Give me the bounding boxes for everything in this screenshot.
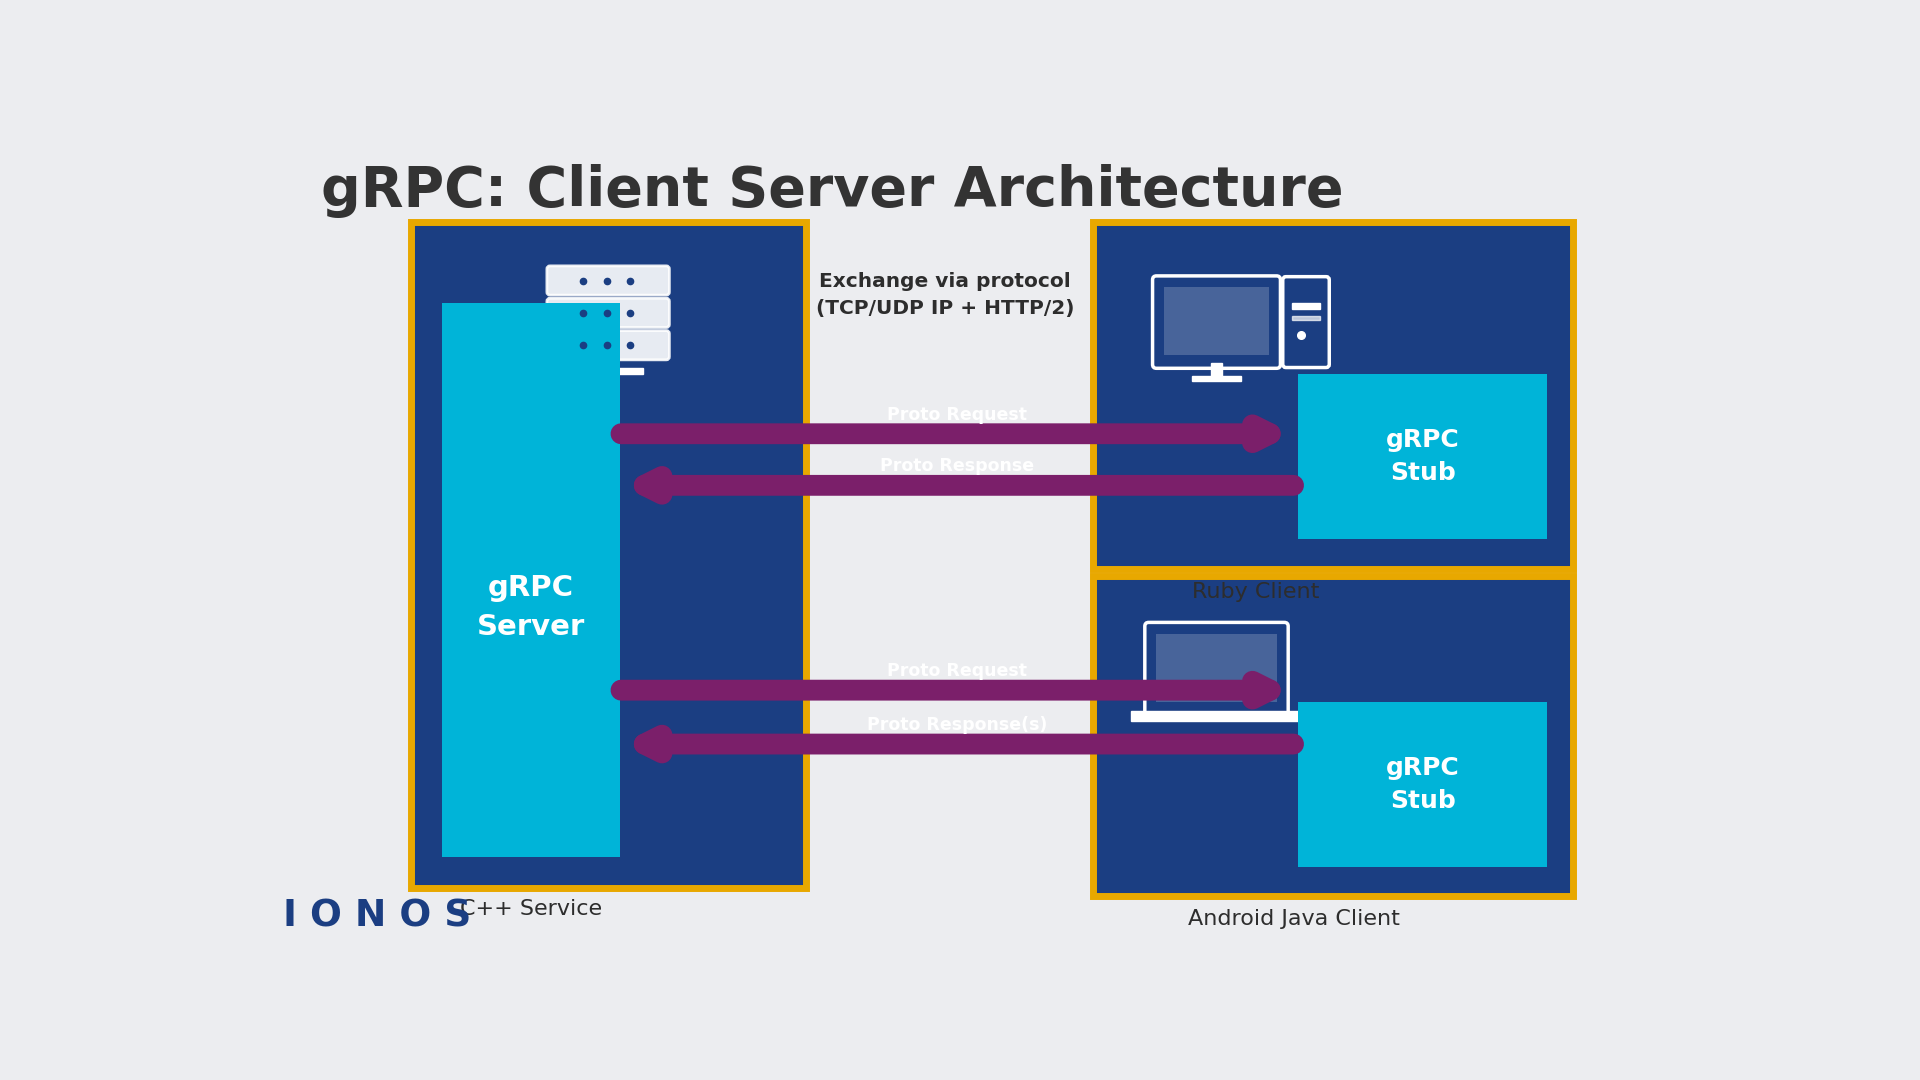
Text: C++ Service: C++ Service [459, 899, 601, 919]
Text: gRPC
Stub: gRPC Stub [1386, 428, 1459, 485]
Text: Proto Request: Proto Request [887, 662, 1027, 680]
Text: Proto Request: Proto Request [887, 406, 1027, 423]
Text: Proto Response: Proto Response [879, 457, 1035, 475]
FancyBboxPatch shape [547, 330, 670, 360]
Bar [1131, 711, 1302, 721]
FancyBboxPatch shape [1298, 702, 1548, 867]
Text: Ruby Client: Ruby Client [1192, 582, 1319, 602]
FancyBboxPatch shape [1164, 287, 1269, 355]
Bar [1192, 376, 1242, 381]
FancyBboxPatch shape [547, 266, 670, 295]
FancyBboxPatch shape [1156, 634, 1277, 702]
Bar [1292, 316, 1319, 320]
FancyBboxPatch shape [411, 222, 806, 888]
Text: gRPC
Server: gRPC Server [476, 575, 586, 642]
Text: I O N O S: I O N O S [282, 899, 470, 934]
FancyBboxPatch shape [1152, 275, 1281, 368]
FancyBboxPatch shape [547, 298, 670, 327]
Text: Proto Response(s): Proto Response(s) [868, 716, 1048, 734]
Text: Android Java Client: Android Java Client [1188, 909, 1400, 929]
Bar [603, 355, 614, 370]
Text: Exchange via protocol
(TCP/UDP IP + HTTP/2): Exchange via protocol (TCP/UDP IP + HTTP… [816, 272, 1075, 318]
Text: gRPC: Client Server Architecture: gRPC: Client Server Architecture [321, 164, 1344, 218]
Bar [1212, 363, 1221, 378]
FancyBboxPatch shape [1092, 222, 1572, 568]
Text: gRPC
Stub: gRPC Stub [1386, 756, 1459, 813]
Bar [1292, 302, 1319, 309]
FancyBboxPatch shape [1283, 276, 1329, 367]
FancyBboxPatch shape [1144, 622, 1288, 715]
FancyBboxPatch shape [442, 302, 620, 858]
FancyBboxPatch shape [1092, 577, 1572, 895]
Bar [574, 368, 643, 375]
FancyBboxPatch shape [1298, 374, 1548, 539]
